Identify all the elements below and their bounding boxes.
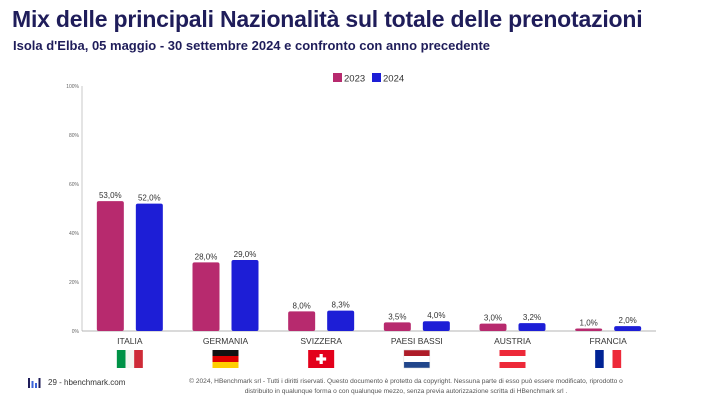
y-tick-label: 0% [72, 329, 80, 335]
bar-austria-2024 [518, 323, 546, 331]
switzerland-flag-icon [308, 350, 335, 368]
bar-germania-2024 [231, 259, 259, 331]
y-tick-label: 80% [69, 133, 80, 139]
copyright-line-1: © 2024, HBenchmark srl - Tutti i diritti… [189, 378, 623, 385]
page-number: 29 - hbenchmark.com [48, 378, 126, 387]
bar-chart: 2023 2024 0% 20% 40% 60% 80% 100% 53,0% 52,0% 28… [66, 73, 656, 369]
data-label-francia-2024: 2,0% [619, 316, 637, 325]
legend-label-2024: 2024 [383, 74, 404, 85]
data-label-paesi-bassi-2023: 3,5% [388, 312, 406, 321]
data-label-germania-2024: 29,0% [234, 250, 257, 259]
legend-label-2023: 2023 [344, 74, 365, 85]
germany-flag-icon [212, 350, 239, 368]
category-label-germania: GERMANIA [203, 336, 249, 346]
bar-germania-2023 [192, 262, 220, 331]
bar-francia-2024 [614, 326, 642, 331]
data-label-svizzera-2024: 8,3% [332, 301, 350, 310]
data-label-francia-2023: 1,0% [580, 319, 598, 328]
category-label-paesi-bassi: PAESI BASSI [391, 336, 443, 346]
country-flags [116, 349, 622, 369]
france-flag-icon [595, 350, 622, 368]
y-tick-label: 40% [69, 231, 80, 237]
bar-italia-2023 [96, 201, 124, 331]
category-label-austria: AUSTRIA [494, 336, 531, 346]
y-axis: 0% 20% 40% 60% 80% 100% [66, 84, 656, 335]
legend-swatch-2023 [333, 73, 342, 82]
bars: 53,0% 52,0% 28,0% 29,0% 8,0% 8,3% 3,5% 4,0% 3,0%… [96, 191, 642, 331]
y-tick-label: 20% [69, 280, 80, 286]
page-subtitle: Isola d'Elba, 05 maggio - 30 settembre 2… [13, 38, 491, 53]
bar-francia-2023 [575, 328, 603, 331]
bar-svizzera-2024 [327, 310, 355, 331]
data-label-paesi-bassi-2024: 4,0% [427, 311, 445, 320]
data-label-austria-2023: 3,0% [484, 314, 502, 323]
bar-paesi-bassi-2023 [383, 322, 411, 331]
data-label-svizzera-2023: 8,0% [293, 301, 311, 310]
italy-flag-icon [116, 350, 143, 368]
category-label-francia: FRANCIA [590, 336, 628, 346]
y-tick-label: 60% [69, 182, 80, 188]
legend-swatch-2024 [372, 73, 381, 82]
bar-svizzera-2023 [288, 311, 316, 331]
bar-austria-2023 [479, 323, 507, 331]
hbenchmark-logo-icon [28, 378, 41, 388]
y-tick-label: 100% [66, 84, 79, 90]
data-label-austria-2024: 3,2% [523, 313, 541, 322]
category-label-svizzera: SVIZZERA [300, 336, 342, 346]
data-label-italia-2024: 52,0% [138, 194, 161, 203]
category-label-italia: ITALIA [117, 336, 143, 346]
copyright-line-2: distribuito in qualunque forma o con qua… [244, 387, 568, 395]
chart-legend: 2023 2024 [333, 73, 404, 85]
x-axis: ITALIA GERMANIA SVIZZERA PAESI BASSI AUSTRIA… [117, 336, 627, 346]
bar-italia-2024 [135, 203, 163, 331]
bar-paesi-bassi-2024 [422, 321, 450, 331]
netherlands-flag-icon [403, 349, 431, 369]
austria-flag-icon [499, 350, 526, 368]
page-title: Mix delle principali Nazionalità sul tot… [12, 6, 643, 32]
data-label-germania-2023: 28,0% [195, 252, 218, 261]
data-label-italia-2023: 53,0% [99, 191, 122, 200]
copyright-notice: © 2024, HBenchmark srl - Tutti i diritti… [146, 377, 666, 396]
